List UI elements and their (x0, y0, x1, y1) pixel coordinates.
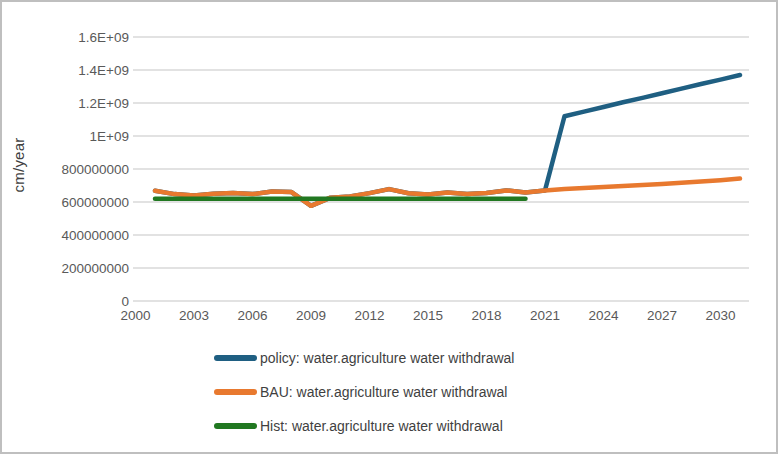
x-tick-label: 2024 (588, 308, 618, 323)
x-tick-label: 2030 (705, 308, 735, 323)
x-tick-label: 2012 (354, 308, 384, 323)
legend-label: BAU: water.agriculture water withdrawal (260, 384, 507, 400)
y-axis-title: cm/year (10, 90, 32, 240)
legend-item-BAU: BAU: water.agriculture water withdrawal (214, 383, 514, 401)
chart-legend: policy: water.agriculture water withdraw… (214, 349, 514, 451)
y-tick-label: 1.6E+09 (37, 30, 129, 45)
y-tick-label: 600000000 (37, 195, 129, 210)
x-tick-label: 2006 (237, 308, 267, 323)
x-tick-label: 2000 (120, 308, 150, 323)
legend-item-Hist: Hist: water.agriculture water withdrawal (214, 417, 514, 435)
y-tick-label: 800000000 (37, 162, 129, 177)
legend-label: policy: water.agriculture water withdraw… (260, 350, 514, 366)
x-tick-label: 2021 (530, 308, 560, 323)
x-tick-label: 2018 (471, 308, 501, 323)
x-tick-label: 2009 (296, 308, 326, 323)
y-tick-label: 1E+09 (37, 129, 129, 144)
y-tick-label: 200000000 (37, 261, 129, 276)
y-tick-label: 1.2E+09 (37, 96, 129, 111)
y-tick-label: 400000000 (37, 228, 129, 243)
legend-line-swatch (214, 355, 257, 361)
y-tick-label: 0 (37, 294, 129, 309)
legend-item-policy: policy: water.agriculture water withdraw… (214, 349, 514, 367)
x-tick-label: 2027 (647, 308, 677, 323)
y-tick-label: 1.4E+09 (37, 63, 129, 78)
legend-line-swatch (214, 423, 257, 429)
x-tick-label: 2015 (413, 308, 443, 323)
legend-line-swatch (214, 389, 257, 395)
x-tick-label: 2003 (179, 308, 209, 323)
chart-frame: cm/year 0 200000000 400000000 600000000 8000… (0, 0, 778, 454)
legend-label: Hist: water.agriculture water withdrawal (260, 418, 503, 434)
